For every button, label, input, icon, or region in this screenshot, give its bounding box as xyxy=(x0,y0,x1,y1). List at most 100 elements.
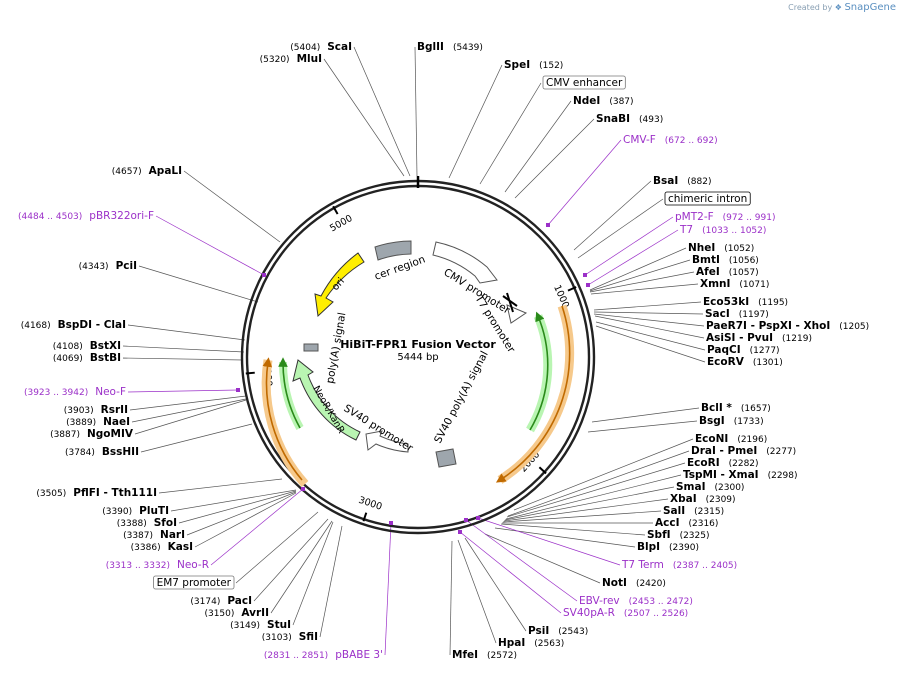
site-label: (2563) HpaI xyxy=(498,637,564,649)
site-label: (2453 .. 2472) EBV-rev xyxy=(579,595,693,607)
enzyme-name: TspMI - XmaI xyxy=(683,469,759,481)
plasmid-name: HiBiT-FPR1 Fusion Vector xyxy=(340,338,496,351)
tick-mark xyxy=(245,371,255,375)
site-position: (3386) xyxy=(131,543,161,553)
tick-mark xyxy=(362,512,368,522)
leader-line xyxy=(459,531,562,614)
site-label: (4069) BstBI xyxy=(53,352,121,364)
resistance-green-arrow xyxy=(278,357,301,429)
site-position: (2420) xyxy=(636,579,666,589)
site-label: (2277) DraI - PmeI xyxy=(691,445,796,457)
site-label: (3887) NgoMIV xyxy=(50,428,134,440)
site-position: (1056) xyxy=(729,256,759,266)
snapgene-logo-icon: ❖ xyxy=(834,3,842,12)
enzyme-name: NotI xyxy=(602,577,627,589)
tick-mark xyxy=(332,205,339,215)
primer-mark xyxy=(586,283,590,287)
enzyme-name: SalI xyxy=(663,505,685,517)
leader-line xyxy=(504,100,572,193)
leader-lines xyxy=(122,46,706,656)
site-label: (1052) NheI xyxy=(688,242,754,254)
enzyme-name: SfoI xyxy=(154,517,177,529)
site-position: (1033 .. 1052) xyxy=(702,226,766,236)
site-position: (2453 .. 2472) xyxy=(629,597,693,607)
primer-name: pBABE 3' xyxy=(335,649,383,661)
primer-mark xyxy=(236,388,240,392)
enzyme-name: NarI xyxy=(160,529,185,541)
site-position: (2300) xyxy=(715,483,745,493)
leader-line xyxy=(505,474,682,520)
polya-box xyxy=(303,343,319,352)
site-label: CMV enhancer xyxy=(542,75,626,90)
leader-line xyxy=(500,523,646,536)
sv40-promoter-arrow xyxy=(365,430,409,453)
site-position: (1195) xyxy=(758,298,788,308)
enzyme-name: Eco53kI xyxy=(703,296,749,308)
enzyme-name: AfeI xyxy=(696,266,720,278)
primer-mark xyxy=(301,487,305,491)
site-position: (1219) xyxy=(782,334,812,344)
enzyme-name: SnaBI xyxy=(596,113,630,125)
leader-line xyxy=(587,420,698,433)
site-label: chimeric intron xyxy=(664,191,751,206)
tick-mark xyxy=(567,286,577,292)
leader-line xyxy=(122,345,245,353)
site-label: (672 .. 692) CMV-F xyxy=(623,134,718,146)
site-label: (5439) BglII xyxy=(417,41,483,53)
leader-line xyxy=(591,407,700,423)
site-label: (1057) AfeI xyxy=(696,266,759,278)
leader-line xyxy=(479,82,542,185)
site-position: (2543) xyxy=(558,627,588,637)
site-position: (3313 .. 3332) xyxy=(106,561,170,571)
enzyme-name: BssHII xyxy=(102,446,139,458)
site-label: (2315) SalI xyxy=(663,505,724,517)
enzyme-name: BspDI - ClaI xyxy=(58,319,126,331)
site-position: (2277) xyxy=(766,447,796,457)
cmv-promoter-arrow xyxy=(432,241,498,284)
enzyme-name: ApaLI xyxy=(149,165,182,177)
feature-label-box xyxy=(542,75,626,90)
site-label: (4484 .. 4503) pBR322ori-F xyxy=(18,210,154,222)
neor-kanr-arrow xyxy=(292,359,361,441)
enzyme-name: BclI * xyxy=(701,402,732,414)
leader-line xyxy=(323,58,405,177)
site-position: (3149) xyxy=(230,621,260,631)
enzyme-name: BstBI xyxy=(90,352,121,364)
enzyme-name: PacI xyxy=(227,595,252,607)
leader-line xyxy=(595,321,706,351)
site-position: (2298) xyxy=(768,471,798,481)
site-label: (1657) BclI * xyxy=(701,402,771,414)
leader-line xyxy=(507,450,690,517)
enzyme-name: SpeI xyxy=(504,59,530,71)
leader-line xyxy=(292,521,334,626)
enzyme-name: BstXI xyxy=(90,340,121,352)
site-position: (5404) xyxy=(290,43,320,53)
leader-line xyxy=(573,180,652,251)
leader-line xyxy=(134,399,247,435)
sv40-polya-box xyxy=(435,448,457,468)
tick-label: 5000 xyxy=(328,213,354,234)
site-label: EM7 promoter xyxy=(153,575,235,590)
enzyme-name: EcoRI xyxy=(687,457,720,469)
leader-line xyxy=(210,488,304,566)
site-position: (672 .. 692) xyxy=(665,136,718,146)
site-label: (3387) NarI xyxy=(123,529,185,541)
site-position: (3903) xyxy=(64,406,94,416)
leader-line xyxy=(183,170,281,243)
site-position: (3150) xyxy=(204,609,234,619)
site-label: (1195) Eco53kI xyxy=(703,296,788,308)
site-label: (972 .. 991) pMT2-F xyxy=(675,211,775,223)
enzyme-name: PluTI xyxy=(139,505,169,517)
enzyme-name: BlpI xyxy=(637,541,660,553)
site-position: (2282) xyxy=(729,459,759,469)
enzyme-name: SacI xyxy=(705,308,730,320)
site-label: (1733) BsgI xyxy=(699,415,764,427)
enzyme-name: BmtI xyxy=(692,254,720,266)
leader-line xyxy=(589,271,695,293)
leader-line xyxy=(186,491,297,536)
site-label: (493) SnaBI xyxy=(596,113,663,125)
site-position: (2196) xyxy=(737,435,767,445)
primer-mark xyxy=(262,273,266,277)
primer-name: Neo-F xyxy=(95,386,126,398)
